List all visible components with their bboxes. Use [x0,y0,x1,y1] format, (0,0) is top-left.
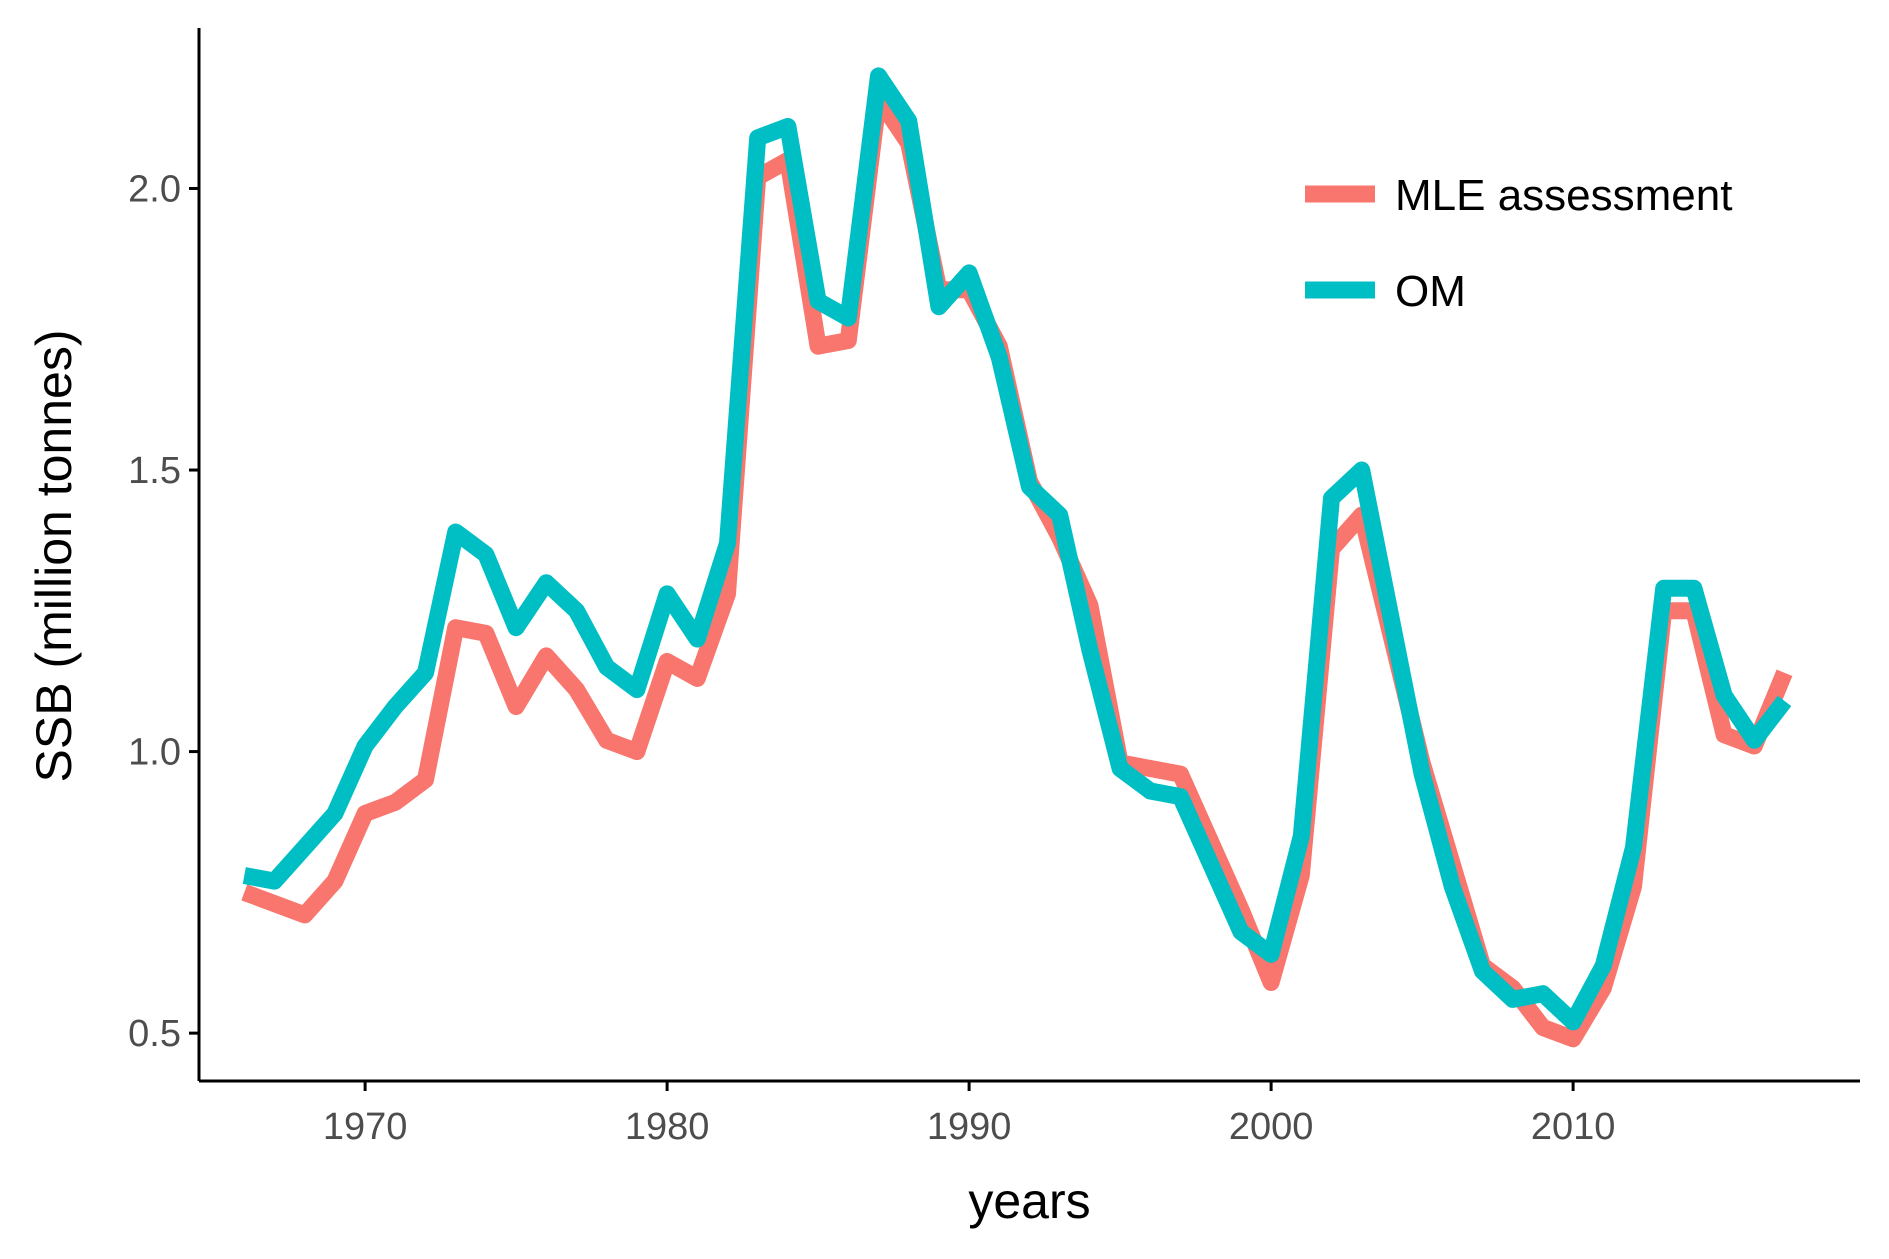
x-tick-label: 1980 [625,1106,710,1148]
y-axis-title: SSB (million tonnes) [26,330,82,783]
legend-label-om: OM [1395,267,1466,316]
legend-label-mle-assessment: MLE assessment [1395,171,1732,220]
y-tick-label: 2.0 [128,168,181,210]
y-tick-label: 1.0 [128,732,181,774]
x-tick-label: 1990 [927,1106,1012,1148]
series-line-mle-assessment [241,89,1793,1048]
y-tick-label: 0.5 [128,1013,181,1055]
x-tick-label: 2000 [1229,1106,1314,1148]
y-axis-ticks: 0.5 1.0 1.5 2.0 [128,168,199,1055]
series-line-om [242,67,1792,1031]
plot-lines [241,67,1793,1048]
x-tick-label: 1970 [323,1106,408,1148]
x-axis-title: years [968,1173,1090,1229]
x-tick-label: 2010 [1531,1106,1616,1148]
x-axis-ticks: 1970 1980 1990 2000 2010 [323,1081,1616,1148]
legend: MLE assessment OM [1305,171,1732,316]
y-tick-label: 1.5 [128,450,181,492]
